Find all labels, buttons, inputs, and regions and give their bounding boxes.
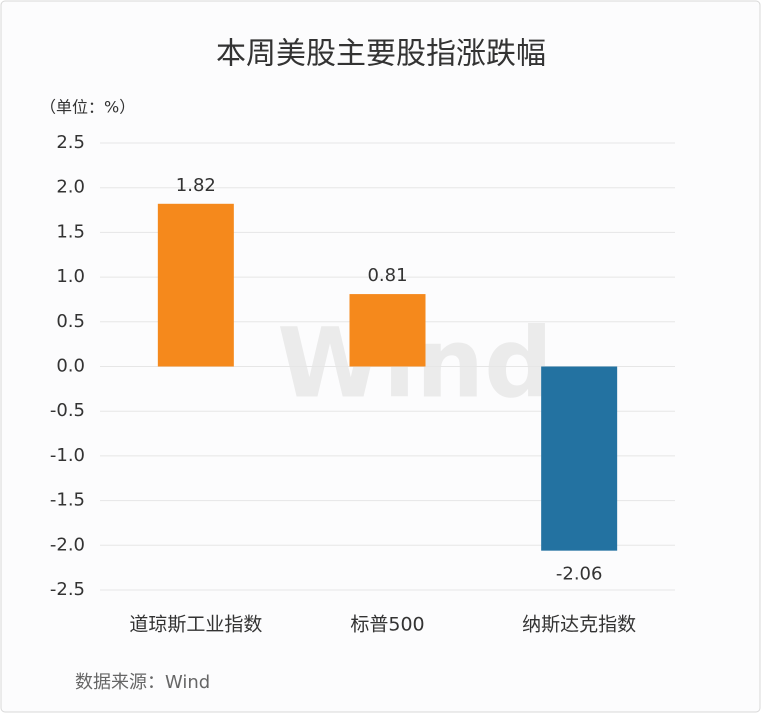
- y-tick-label: -2.0: [50, 534, 85, 555]
- chart-title: 本周美股主要股指涨跌幅: [216, 37, 546, 72]
- source: 数据来源：Wind: [75, 672, 210, 693]
- bar: [157, 203, 234, 367]
- y-tick-label: -1.0: [50, 445, 85, 466]
- y-tick-label: 1.5: [56, 221, 85, 242]
- data-label: 0.81: [367, 265, 407, 286]
- y-tick-label: 0.5: [56, 311, 85, 332]
- data-label: -2.06: [556, 564, 603, 585]
- unit-label: （单位：%）: [40, 98, 135, 117]
- bar: [349, 294, 426, 367]
- y-tick-label: 2.0: [56, 177, 85, 198]
- y-tick-label: -1.5: [50, 490, 85, 511]
- x-tick-label: 道琼斯工业指数: [129, 614, 262, 636]
- x-tick-label: 纳斯达克指数: [522, 614, 636, 636]
- y-tick-label: 2.5: [56, 132, 85, 153]
- y-tick-label: -2.5: [50, 579, 85, 600]
- y-tick-label: 0.0: [56, 356, 85, 377]
- y-tick-label: -0.5: [50, 400, 85, 421]
- y-tick-label: 1.0: [56, 266, 85, 287]
- data-label: 1.82: [176, 175, 216, 196]
- bar: [541, 366, 618, 551]
- x-tick-label: 标普500: [350, 614, 424, 636]
